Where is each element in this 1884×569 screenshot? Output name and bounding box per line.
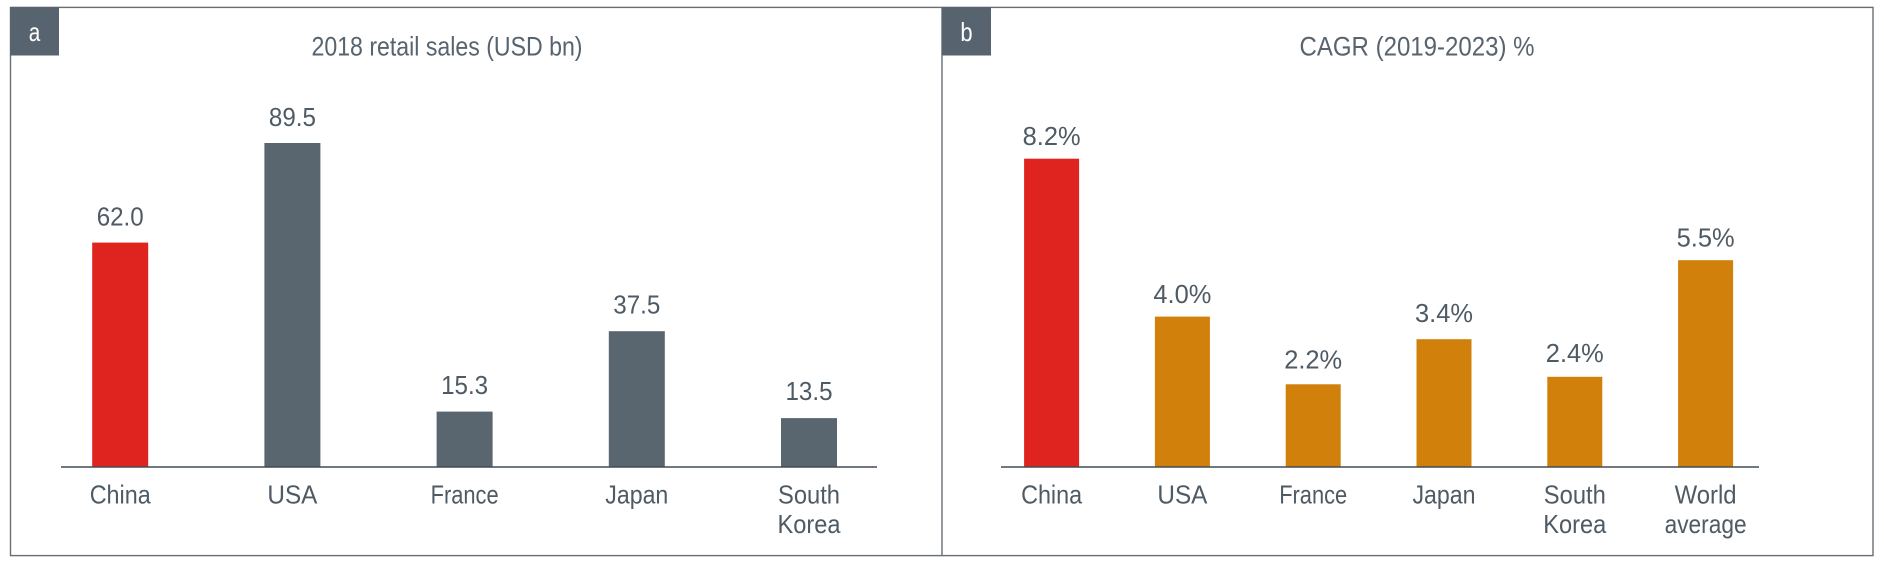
svg-text:8.2%: 8.2% [1023,121,1081,151]
svg-text:China: China [90,480,151,510]
svg-text:3.4%: 3.4% [1415,298,1473,328]
svg-text:5.5%: 5.5% [1677,223,1735,253]
svg-text:South: South [778,480,840,510]
svg-text:USA: USA [1157,480,1208,510]
svg-text:average: average [1665,509,1747,539]
svg-text:13.5: 13.5 [786,376,833,406]
svg-text:Korea: Korea [1543,509,1606,539]
svg-text:89.5: 89.5 [269,102,316,132]
svg-text:China: China [1021,480,1082,510]
svg-text:15.3: 15.3 [441,370,488,400]
svg-text:2018 retail sales (USD bn): 2018 retail sales (USD bn) [312,32,583,62]
svg-text:France: France [431,480,499,510]
svg-text:62.0: 62.0 [97,202,144,232]
svg-text:USA: USA [267,480,318,510]
svg-text:4.0%: 4.0% [1153,279,1211,309]
svg-text:Japan: Japan [605,480,668,510]
svg-text:CAGR (2019-2023) %: CAGR (2019-2023) % [1300,32,1535,62]
svg-text:a: a [29,17,41,47]
svg-text:Japan: Japan [1413,480,1476,510]
svg-text:France: France [1279,480,1347,510]
svg-text:Korea: Korea [778,509,841,539]
svg-text:World: World [1675,480,1737,510]
svg-text:2.2%: 2.2% [1284,345,1342,375]
svg-text:b: b [960,17,972,47]
svg-text:2.4%: 2.4% [1546,338,1604,368]
svg-text:37.5: 37.5 [613,289,660,319]
svg-text:South: South [1544,480,1606,510]
